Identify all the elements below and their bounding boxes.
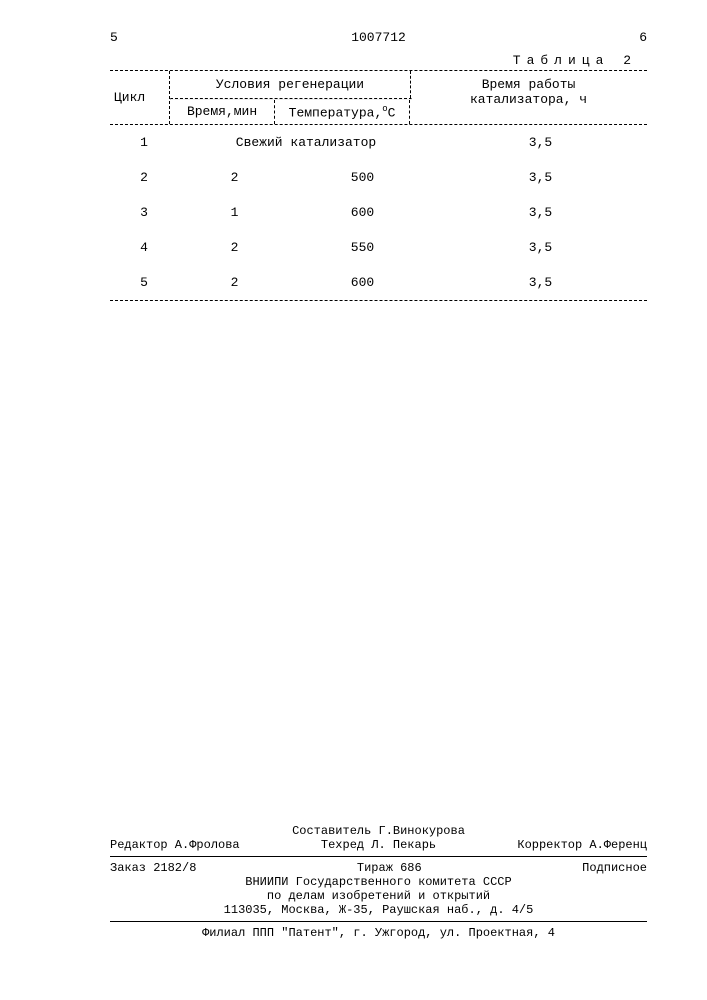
- cell-temp: 550: [291, 230, 434, 265]
- cell-work: 3,5: [434, 265, 647, 300]
- cell-temp: 600: [291, 265, 434, 300]
- col-header-time: Время,мин: [170, 100, 275, 124]
- table-caption: Таблица 2: [110, 53, 647, 68]
- data-table: 1 Свежий катализатор 3,5 2 2 500 3,5 3 1…: [110, 125, 647, 300]
- cell-fresh-catalyst: Свежий катализатор: [178, 125, 434, 160]
- col-header-work: Время работы катализатора, ч: [410, 71, 647, 124]
- order-line: Заказ 2182/8 Тираж 686 Подписное: [110, 861, 647, 875]
- page-number-left: 5: [110, 30, 170, 45]
- cell-cycle: 4: [110, 230, 178, 265]
- col-header-work-l2: катализатора, ч: [410, 92, 647, 107]
- branch-line: Филиал ППП "Патент", г. Ужгород, ул. Про…: [110, 926, 647, 940]
- cell-work: 3,5: [434, 195, 647, 230]
- cell-time: 1: [178, 195, 291, 230]
- cell-cycle: 1: [110, 125, 178, 160]
- compiler-line: Составитель Г.Винокурова: [110, 824, 647, 838]
- col-header-cycle: Цикл: [110, 71, 170, 124]
- cell-time: 2: [178, 265, 291, 300]
- page-number-right: 6: [587, 30, 647, 45]
- cell-temp: 500: [291, 160, 434, 195]
- table-row: 1 Свежий катализатор 3,5: [110, 125, 647, 160]
- table-row: 5 2 600 3,5: [110, 265, 647, 300]
- cell-time: 2: [178, 160, 291, 195]
- col-header-temperature: Температура,оС: [275, 100, 410, 124]
- org-line-1: ВНИИПИ Государственного комитета СССР: [110, 875, 647, 889]
- cell-work: 3,5: [434, 160, 647, 195]
- cell-temp: 600: [291, 195, 434, 230]
- col-header-time-text: Время,мин: [187, 104, 257, 119]
- imprint-footer: Составитель Г.Винокурова Редактор А.Фрол…: [110, 824, 647, 940]
- col-header-temp-prefix: Температура,: [289, 105, 383, 120]
- footer-rule-2: [110, 921, 647, 922]
- col-header-cycle-text: Цикл: [114, 90, 145, 105]
- col-header-work-l1: Время работы: [410, 77, 647, 92]
- table-row: 3 1 600 3,5: [110, 195, 647, 230]
- techred-text: Техред Л. Пекарь: [321, 838, 436, 852]
- cell-work: 3,5: [434, 230, 647, 265]
- order-text: Заказ 2182/8: [110, 861, 196, 875]
- col-header-conditions: Условия регенерации: [170, 71, 411, 98]
- cell-cycle: 5: [110, 265, 178, 300]
- cell-cycle: 2: [110, 160, 178, 195]
- cell-work: 3,5: [434, 125, 647, 160]
- document-number: 1007712: [170, 30, 587, 45]
- circulation-text: Тираж 686: [357, 861, 422, 875]
- page-header: 5 1007712 6: [110, 30, 647, 45]
- cell-time: 2: [178, 230, 291, 265]
- table-row: 4 2 550 3,5: [110, 230, 647, 265]
- footer-rule-1: [110, 856, 647, 857]
- org-line-2: по делам изобретений и открытий: [110, 889, 647, 903]
- cell-cycle: 3: [110, 195, 178, 230]
- credits-line: Редактор А.Фролова Техред Л. Пекарь Корр…: [110, 838, 647, 852]
- corrector-text: Корректор А.Ференц: [517, 838, 647, 852]
- col-header-temp-unit: С: [388, 105, 396, 120]
- editor-text: Редактор А.Фролова: [110, 838, 240, 852]
- col-header-conditions-text: Условия регенерации: [216, 77, 364, 92]
- address-line: 113035, Москва, Ж-35, Раушская наб., д. …: [110, 903, 647, 917]
- table-row: 2 2 500 3,5: [110, 160, 647, 195]
- table-bottom-rule: [110, 300, 647, 301]
- subscription-text: Подписное: [582, 861, 647, 875]
